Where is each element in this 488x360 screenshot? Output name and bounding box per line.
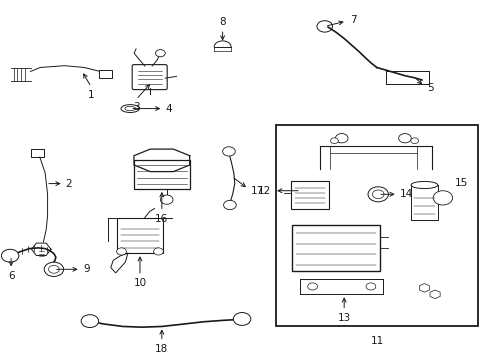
Text: 7: 7 xyxy=(349,15,356,25)
Circle shape xyxy=(410,138,418,144)
Text: 10: 10 xyxy=(133,278,146,288)
Bar xyxy=(276,125,477,327)
Text: 9: 9 xyxy=(83,264,89,274)
Ellipse shape xyxy=(124,107,135,111)
Circle shape xyxy=(366,283,375,290)
Polygon shape xyxy=(134,149,189,172)
Bar xyxy=(410,185,437,220)
Circle shape xyxy=(81,315,99,328)
Circle shape xyxy=(222,147,235,156)
Ellipse shape xyxy=(372,190,383,199)
Circle shape xyxy=(398,134,410,143)
Text: 2: 2 xyxy=(65,179,72,189)
Text: 1: 1 xyxy=(88,90,95,100)
Text: 12: 12 xyxy=(257,186,270,196)
Text: 3: 3 xyxy=(132,103,139,112)
Text: 14: 14 xyxy=(399,189,412,199)
Text: 13: 13 xyxy=(337,313,350,323)
Ellipse shape xyxy=(367,187,387,202)
Circle shape xyxy=(1,249,19,262)
Circle shape xyxy=(307,283,317,290)
Ellipse shape xyxy=(121,105,139,112)
Circle shape xyxy=(330,138,338,144)
Ellipse shape xyxy=(410,181,437,189)
Circle shape xyxy=(155,50,165,57)
Circle shape xyxy=(233,312,250,325)
Circle shape xyxy=(432,191,452,205)
Bar xyxy=(116,217,163,253)
Text: 5: 5 xyxy=(427,83,433,93)
FancyBboxPatch shape xyxy=(99,70,112,78)
Circle shape xyxy=(316,21,332,32)
Polygon shape xyxy=(31,243,51,256)
Bar xyxy=(291,225,379,271)
Circle shape xyxy=(335,134,347,143)
FancyBboxPatch shape xyxy=(132,64,167,90)
Text: 4: 4 xyxy=(165,104,171,113)
Text: 8: 8 xyxy=(219,17,225,27)
Circle shape xyxy=(153,248,163,255)
Circle shape xyxy=(116,248,126,255)
Text: 11: 11 xyxy=(369,337,383,346)
Circle shape xyxy=(48,265,59,273)
Circle shape xyxy=(223,201,236,210)
Bar xyxy=(290,181,328,208)
Circle shape xyxy=(160,195,173,204)
Text: 16: 16 xyxy=(155,214,168,224)
Text: 6: 6 xyxy=(8,271,15,282)
Text: 17: 17 xyxy=(250,186,263,196)
Circle shape xyxy=(44,262,63,276)
FancyBboxPatch shape xyxy=(30,149,44,157)
Text: 18: 18 xyxy=(155,344,168,354)
Bar xyxy=(133,160,190,189)
Text: 15: 15 xyxy=(454,178,467,188)
